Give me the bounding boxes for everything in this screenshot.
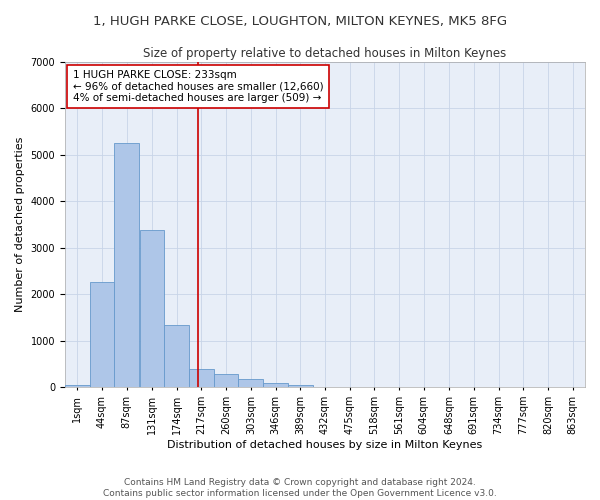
Text: Contains HM Land Registry data © Crown copyright and database right 2024.
Contai: Contains HM Land Registry data © Crown c… [103, 478, 497, 498]
Bar [140, 230, 164, 388]
Bar [288, 386, 313, 388]
Title: Size of property relative to detached houses in Milton Keynes: Size of property relative to detached ho… [143, 48, 506, 60]
Bar [263, 383, 288, 388]
Text: 1, HUGH PARKE CLOSE, LOUGHTON, MILTON KEYNES, MK5 8FG: 1, HUGH PARKE CLOSE, LOUGHTON, MILTON KE… [93, 15, 507, 28]
Bar [164, 325, 189, 388]
Bar [115, 143, 139, 388]
Y-axis label: Number of detached properties: Number of detached properties [15, 137, 25, 312]
Bar [65, 385, 89, 388]
X-axis label: Distribution of detached houses by size in Milton Keynes: Distribution of detached houses by size … [167, 440, 482, 450]
Bar [214, 374, 238, 388]
Bar [238, 378, 263, 388]
Text: 1 HUGH PARKE CLOSE: 233sqm
← 96% of detached houses are smaller (12,660)
4% of s: 1 HUGH PARKE CLOSE: 233sqm ← 96% of deta… [73, 70, 323, 103]
Bar [189, 369, 214, 388]
Bar [89, 282, 115, 388]
